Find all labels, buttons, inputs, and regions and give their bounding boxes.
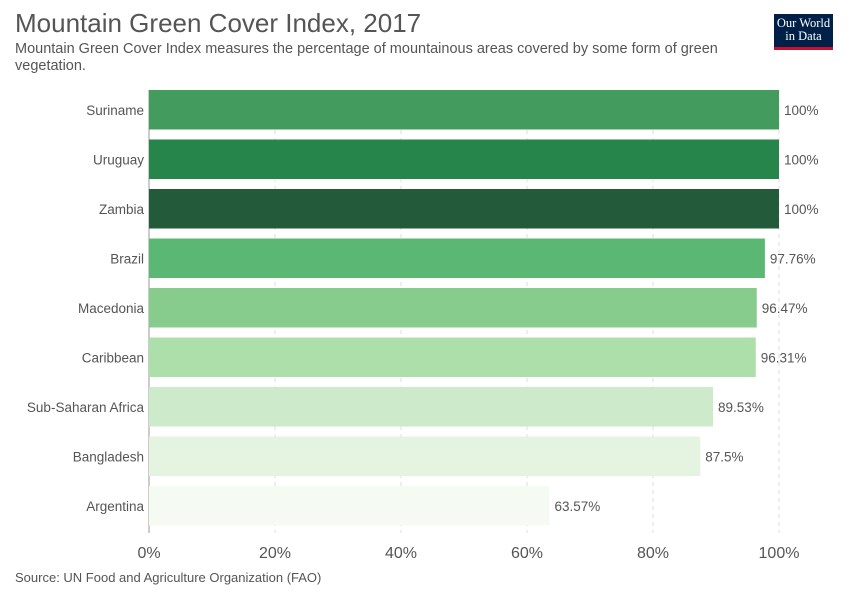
category-label: Suriname	[86, 103, 144, 118]
chart-title: Mountain Green Cover Index, 2017	[15, 8, 422, 38]
x-tick-label: 0%	[137, 545, 160, 562]
x-axis: 0% 20% 40% 60% 80% 100%	[137, 545, 799, 562]
bar-bangladesh[interactable]	[149, 436, 701, 477]
owid-logo[interactable]: Our World in Data	[774, 14, 833, 50]
value-label: 89.53%	[718, 400, 764, 415]
category-label: Argentina	[86, 499, 144, 514]
value-label: 87.5%	[705, 449, 743, 464]
bar-uruguay[interactable]	[149, 139, 779, 180]
category-label: Bangladesh	[73, 449, 144, 464]
category-label: Sub-Saharan Africa	[27, 400, 145, 415]
value-label: 63.57%	[554, 499, 600, 514]
value-label: 100%	[784, 103, 819, 118]
bars	[149, 90, 779, 526]
bar-caribbean[interactable]	[149, 337, 756, 378]
value-label: 100%	[784, 202, 819, 217]
bar-argentina[interactable]	[149, 486, 550, 526]
x-tick-label: 20%	[259, 545, 291, 562]
category-label: Brazil	[110, 251, 144, 266]
source-note: Source: UN Food and Agriculture Organiza…	[15, 570, 322, 585]
category-label: Caribbean	[82, 350, 144, 365]
x-tick-label: 100%	[759, 545, 800, 562]
value-label: 96.31%	[761, 350, 807, 365]
bar-brazil[interactable]	[149, 238, 765, 279]
x-tick-label: 80%	[637, 545, 669, 562]
category-label: Uruguay	[93, 152, 144, 167]
labels: Suriname 100% Uruguay 100% Zambia 100% Brazil 9…	[27, 103, 819, 514]
logo-line-1: Our World	[776, 16, 831, 30]
bar-suriname[interactable]	[149, 90, 779, 130]
chart-subtitle: Mountain Green Cover Index measures the …	[15, 41, 718, 74]
category-label: Zambia	[99, 202, 145, 217]
x-tick-label: 40%	[385, 545, 417, 562]
category-label: Macedonia	[78, 301, 145, 316]
bar-macedonia[interactable]	[149, 288, 757, 328]
bar-sub-saharan-africa[interactable]	[149, 387, 714, 427]
bar-zambia[interactable]	[149, 189, 779, 229]
logo-line-2: in Data	[785, 29, 822, 43]
value-label: 96.47%	[762, 301, 808, 316]
x-tick-label: 60%	[511, 545, 543, 562]
value-label: 100%	[784, 152, 819, 167]
value-label: 97.76%	[770, 251, 816, 266]
